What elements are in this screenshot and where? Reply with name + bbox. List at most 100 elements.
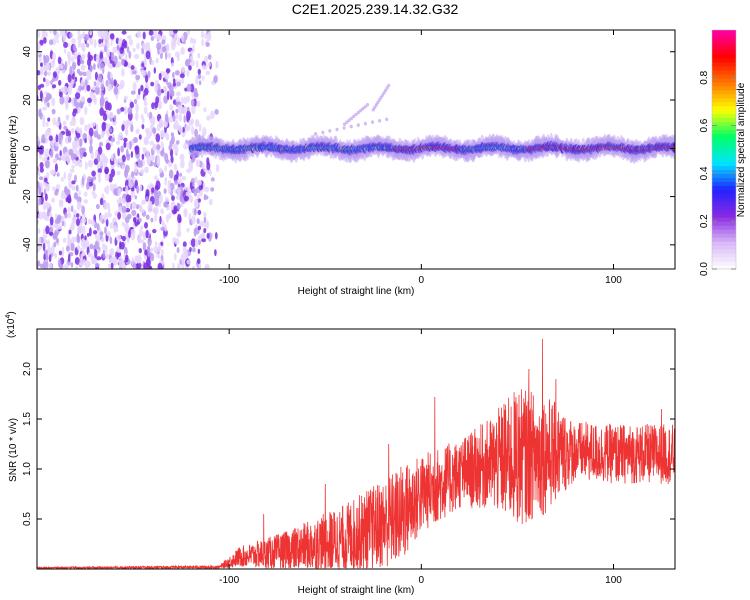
colorbar-cell (712, 45, 736, 51)
spectrogram-noise-cell (197, 73, 202, 80)
spectrogram-noise-cell (138, 235, 142, 244)
spectrogram-noise-cell (126, 153, 130, 161)
spectrogram-noise-cell (165, 214, 169, 223)
colorbar-cell (712, 57, 736, 63)
spectrogram-noise-cell (42, 157, 48, 162)
spectrogram-noise-cell (52, 234, 58, 240)
spectrogram-noise-cell (46, 171, 50, 179)
spectrogram-noise-cell (198, 80, 202, 86)
colorbar-cell (712, 181, 736, 186)
colorbar-cell (712, 109, 736, 115)
spectrogram-noise-cell (199, 220, 205, 227)
spectrogram-noise-cell (175, 96, 181, 103)
spectrogram-noise-cell (142, 31, 146, 40)
spectrogram-noise-cell (122, 39, 127, 47)
spectrogram-noise-cell (210, 177, 215, 182)
spectrogram-noise-cell (210, 110, 215, 120)
spectrogram-noise-cell (204, 55, 209, 63)
spectrogram-noise-cell (67, 73, 72, 83)
spectrogram-noise-cell (39, 90, 43, 100)
spectrogram-noise-cell (143, 136, 149, 146)
spectrogram-noise-cell (91, 219, 96, 227)
colorbar-tick-label: 0.8 (699, 70, 710, 84)
spectrogram-noise-cell (61, 176, 64, 182)
spectrogram-noise-cell (161, 46, 167, 53)
spectrogram-noise-cell (44, 130, 48, 140)
spectrogram-noise-cell (175, 194, 180, 200)
spectrogram-noise-cell (67, 172, 72, 182)
spectrogram-noise-cell (80, 42, 86, 51)
spectrogram-noise-cell (175, 113, 179, 120)
spectrogram-noise-cell (197, 194, 200, 200)
spectrogram-noise-cell (191, 265, 196, 269)
spectrogram-noise-cell (48, 262, 52, 269)
spectrogram-noise-cell (38, 236, 41, 247)
spectrogram-noise-cell (101, 237, 105, 243)
spectrogram-noise-cell (108, 263, 111, 269)
spectrogram-noise-cell (55, 120, 60, 127)
spectrogram-noise-cell (171, 62, 174, 67)
spectrogram-noise-cell (178, 114, 183, 122)
spectrogram-noise-cell (202, 162, 205, 170)
snr-y-tick-label: 0.5 (22, 512, 33, 526)
spectrogram-noise-cell (51, 84, 57, 89)
spectrogram-noise-cell (105, 253, 109, 260)
spectrogram-noise-cell (145, 229, 149, 239)
colorbar-cell (712, 157, 736, 163)
spectrogram-noise-cell (46, 209, 50, 217)
spectrogram-noise-cell (98, 141, 104, 147)
spectrogram-noise-cell (100, 30, 104, 40)
spectrogram-noise-cell (172, 78, 176, 83)
spectrogram-noise-cell (74, 51, 78, 60)
spectrogram-noise-cell (79, 56, 83, 62)
spectrogram-noise-cell (70, 242, 75, 252)
spectrogram-noise-cell (99, 62, 105, 69)
spectrogram-noise-cell (94, 71, 98, 81)
spectrogram-noise-cell (156, 33, 162, 42)
spectrogram-noise-cell (37, 42, 41, 51)
snr-y-multiplier: (x104) (5, 311, 17, 338)
spectrogram-noise-cell (107, 207, 111, 217)
spectrogram-noise-cell (37, 30, 41, 38)
spectrogram-noise-cell (99, 51, 104, 59)
spectrogram-noise-cell (98, 176, 101, 183)
spectrogram-noise-cell (134, 145, 140, 155)
spectrogram-noise-cell (120, 107, 125, 112)
spectrogram-noise-cell (125, 193, 130, 203)
spectrogram-noise-cell (48, 135, 53, 142)
spectrogram-noise-cell (121, 58, 125, 66)
spectrogram-noise-cell (58, 138, 62, 145)
spectrogram-noise-cell (136, 185, 140, 194)
spectrogram-noise-cell (134, 163, 138, 174)
spectrogram-noise-cell (58, 200, 64, 208)
spectrogram-noise-cell (161, 220, 165, 226)
colorbar-cell (712, 169, 736, 174)
spectrogram-noise-cell (80, 96, 86, 103)
spectrogram-noise-cell (42, 115, 46, 121)
spectrogram-noise-cell (55, 134, 59, 144)
spectrogram-noise-cell (197, 68, 201, 75)
spectrogram-noise-cell (204, 186, 210, 193)
spectrogram-noise-cell (154, 241, 158, 247)
spectrogram-noise-cell (45, 225, 50, 235)
spectrogram-noise-cell (132, 70, 137, 75)
spectrogram-noise-cell (205, 42, 210, 47)
spectrogram-noise-cell (186, 70, 190, 77)
spectrogram-noise-cell (87, 252, 92, 258)
colorbar-tick-label: 0.4 (699, 166, 710, 180)
spectrogram-noise-cell (179, 172, 183, 177)
spectrogram-noise-cell (107, 83, 112, 92)
spectrogram-noise-cell (136, 94, 141, 100)
spectrogram-noise-cell (80, 103, 84, 109)
spectrogram-noise-cell (123, 60, 129, 67)
spectrogram-noise-cell (78, 203, 83, 208)
spectrogram-noise-cell (182, 246, 187, 254)
spectrogram-noise-cell (63, 171, 67, 180)
spectrogram-noise-cell (128, 39, 134, 46)
colorbar-cell (712, 153, 736, 159)
spectrogram-noise-cell (160, 129, 165, 138)
spectrogram-noise-cell (155, 133, 161, 143)
spectrogram-noise-cell (58, 79, 62, 86)
spectrogram-noise-cell (97, 153, 101, 162)
spectrogram-noise-cell (122, 197, 126, 205)
